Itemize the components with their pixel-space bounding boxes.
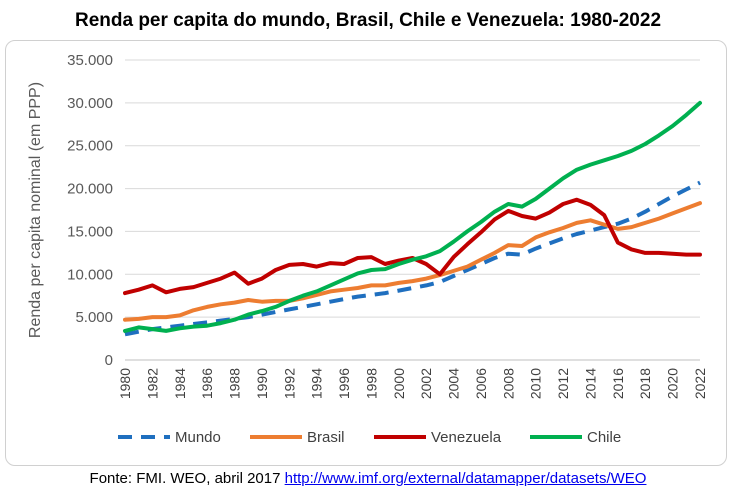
legend-label: Brasil [307, 429, 345, 446]
y-tick-label: 20.000 [67, 181, 113, 198]
y-tick-label: 5.000 [75, 309, 113, 326]
x-tick-label: 1988 [227, 368, 243, 399]
series-line-chile [123, 100, 702, 333]
legend-label: Venezuela [431, 429, 502, 446]
chart-frame [5, 40, 727, 466]
legend-label: Mundo [175, 429, 221, 446]
x-tick-label: 2022 [692, 368, 708, 399]
x-tick-label: 1980 [117, 368, 133, 399]
x-tick-label: 2008 [500, 368, 516, 399]
x-tick-label: 2002 [418, 368, 434, 399]
x-tick-label: 1986 [199, 368, 215, 399]
y-tick-label: 15.000 [67, 223, 113, 240]
chart-title: Renda per capita do mundo, Brasil, Chile… [74, 10, 662, 31]
series-line-mundo [124, 180, 701, 337]
x-tick-label: 2004 [446, 368, 462, 399]
y-tick-label: 25.000 [67, 138, 113, 155]
x-tick-label: 1990 [254, 368, 270, 399]
y-tick-label: 10.000 [67, 266, 113, 283]
legend-label: Chile [587, 429, 621, 446]
y-tick-label: 30.000 [67, 95, 113, 112]
y-axis-label: Renda per capita nominal (em PPP) [27, 82, 44, 338]
source-text: Fonte: FMI. WEO, abril 2017 [89, 470, 285, 487]
y-tick-label: 35.000 [67, 52, 113, 69]
source-note: Fonte: FMI. WEO, abril 2017 http://www.i… [0, 470, 736, 487]
series-line-brasil [123, 201, 702, 322]
x-tick-label: 1982 [144, 368, 160, 399]
x-tick-label: 1994 [309, 368, 325, 399]
x-tick-label: 2016 [610, 368, 626, 399]
x-tick-label: 2000 [391, 368, 407, 399]
x-tick-label: 1998 [363, 368, 379, 399]
x-tick-label: 2014 [582, 368, 598, 399]
x-tick-label: 1992 [281, 368, 297, 399]
x-tick-label: 1996 [336, 368, 352, 399]
x-tick-label: 2020 [665, 368, 681, 399]
x-tick-label: 2010 [528, 368, 544, 399]
x-tick-label: 2006 [473, 368, 489, 399]
x-tick-label: 1984 [172, 368, 188, 399]
x-tick-label: 2012 [555, 368, 571, 399]
source-link[interactable]: http://www.imf.org/external/datamapper/d… [284, 470, 647, 487]
x-tick-label: 2018 [637, 368, 653, 399]
y-tick-label: 0 [105, 352, 113, 369]
